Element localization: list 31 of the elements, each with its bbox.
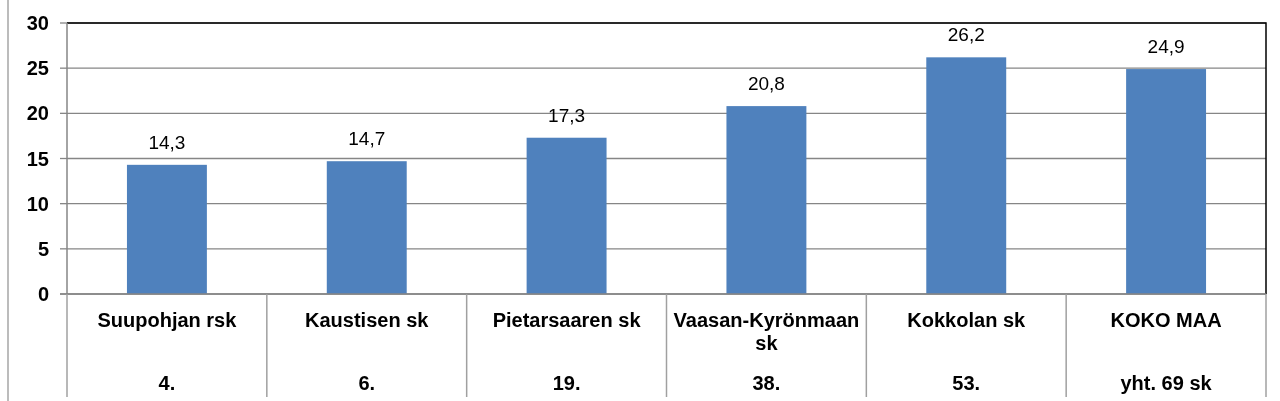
text: 6. (358, 372, 376, 394)
y-tick-label: 25 (26, 57, 49, 80)
text: 38. (752, 372, 781, 394)
data-label: 17,3 (548, 104, 586, 126)
text: 19. (552, 372, 581, 394)
bar (926, 57, 1007, 294)
bar (326, 161, 407, 294)
data-label: 24,9 (1147, 36, 1185, 58)
x-tick-label: Kokkolan sk (907, 309, 1027, 331)
bar (726, 106, 807, 294)
y-tick-label: 10 (26, 192, 49, 215)
x-tick-label: KOKO MAA (1110, 309, 1222, 331)
bar (526, 137, 607, 294)
y-tick-label: 5 (37, 237, 49, 260)
x-tick-label: Pietarsaaren sk (492, 309, 642, 331)
data-label: 14,3 (148, 131, 186, 153)
text: yht. 69 sk (1120, 372, 1213, 394)
x-tick-label: Vaasan-Kyrönmaan sk (673, 309, 860, 354)
data-label: 20,8 (747, 73, 785, 95)
y-tick-label: 15 (26, 147, 49, 170)
data-label: 26,2 (947, 24, 985, 46)
text: 53. (952, 372, 981, 394)
y-tick-label: 20 (26, 102, 49, 125)
data-label: 14,7 (348, 128, 386, 150)
text: 4. (158, 372, 176, 394)
x-tick-label: Suupohjan rsk (97, 309, 238, 331)
bar (126, 164, 207, 294)
y-tick-label: 0 (37, 283, 49, 305)
bar (1126, 69, 1207, 294)
y-tick-label: 30 (26, 12, 49, 34)
x-tick-label: Kaustisen sk (305, 309, 430, 331)
